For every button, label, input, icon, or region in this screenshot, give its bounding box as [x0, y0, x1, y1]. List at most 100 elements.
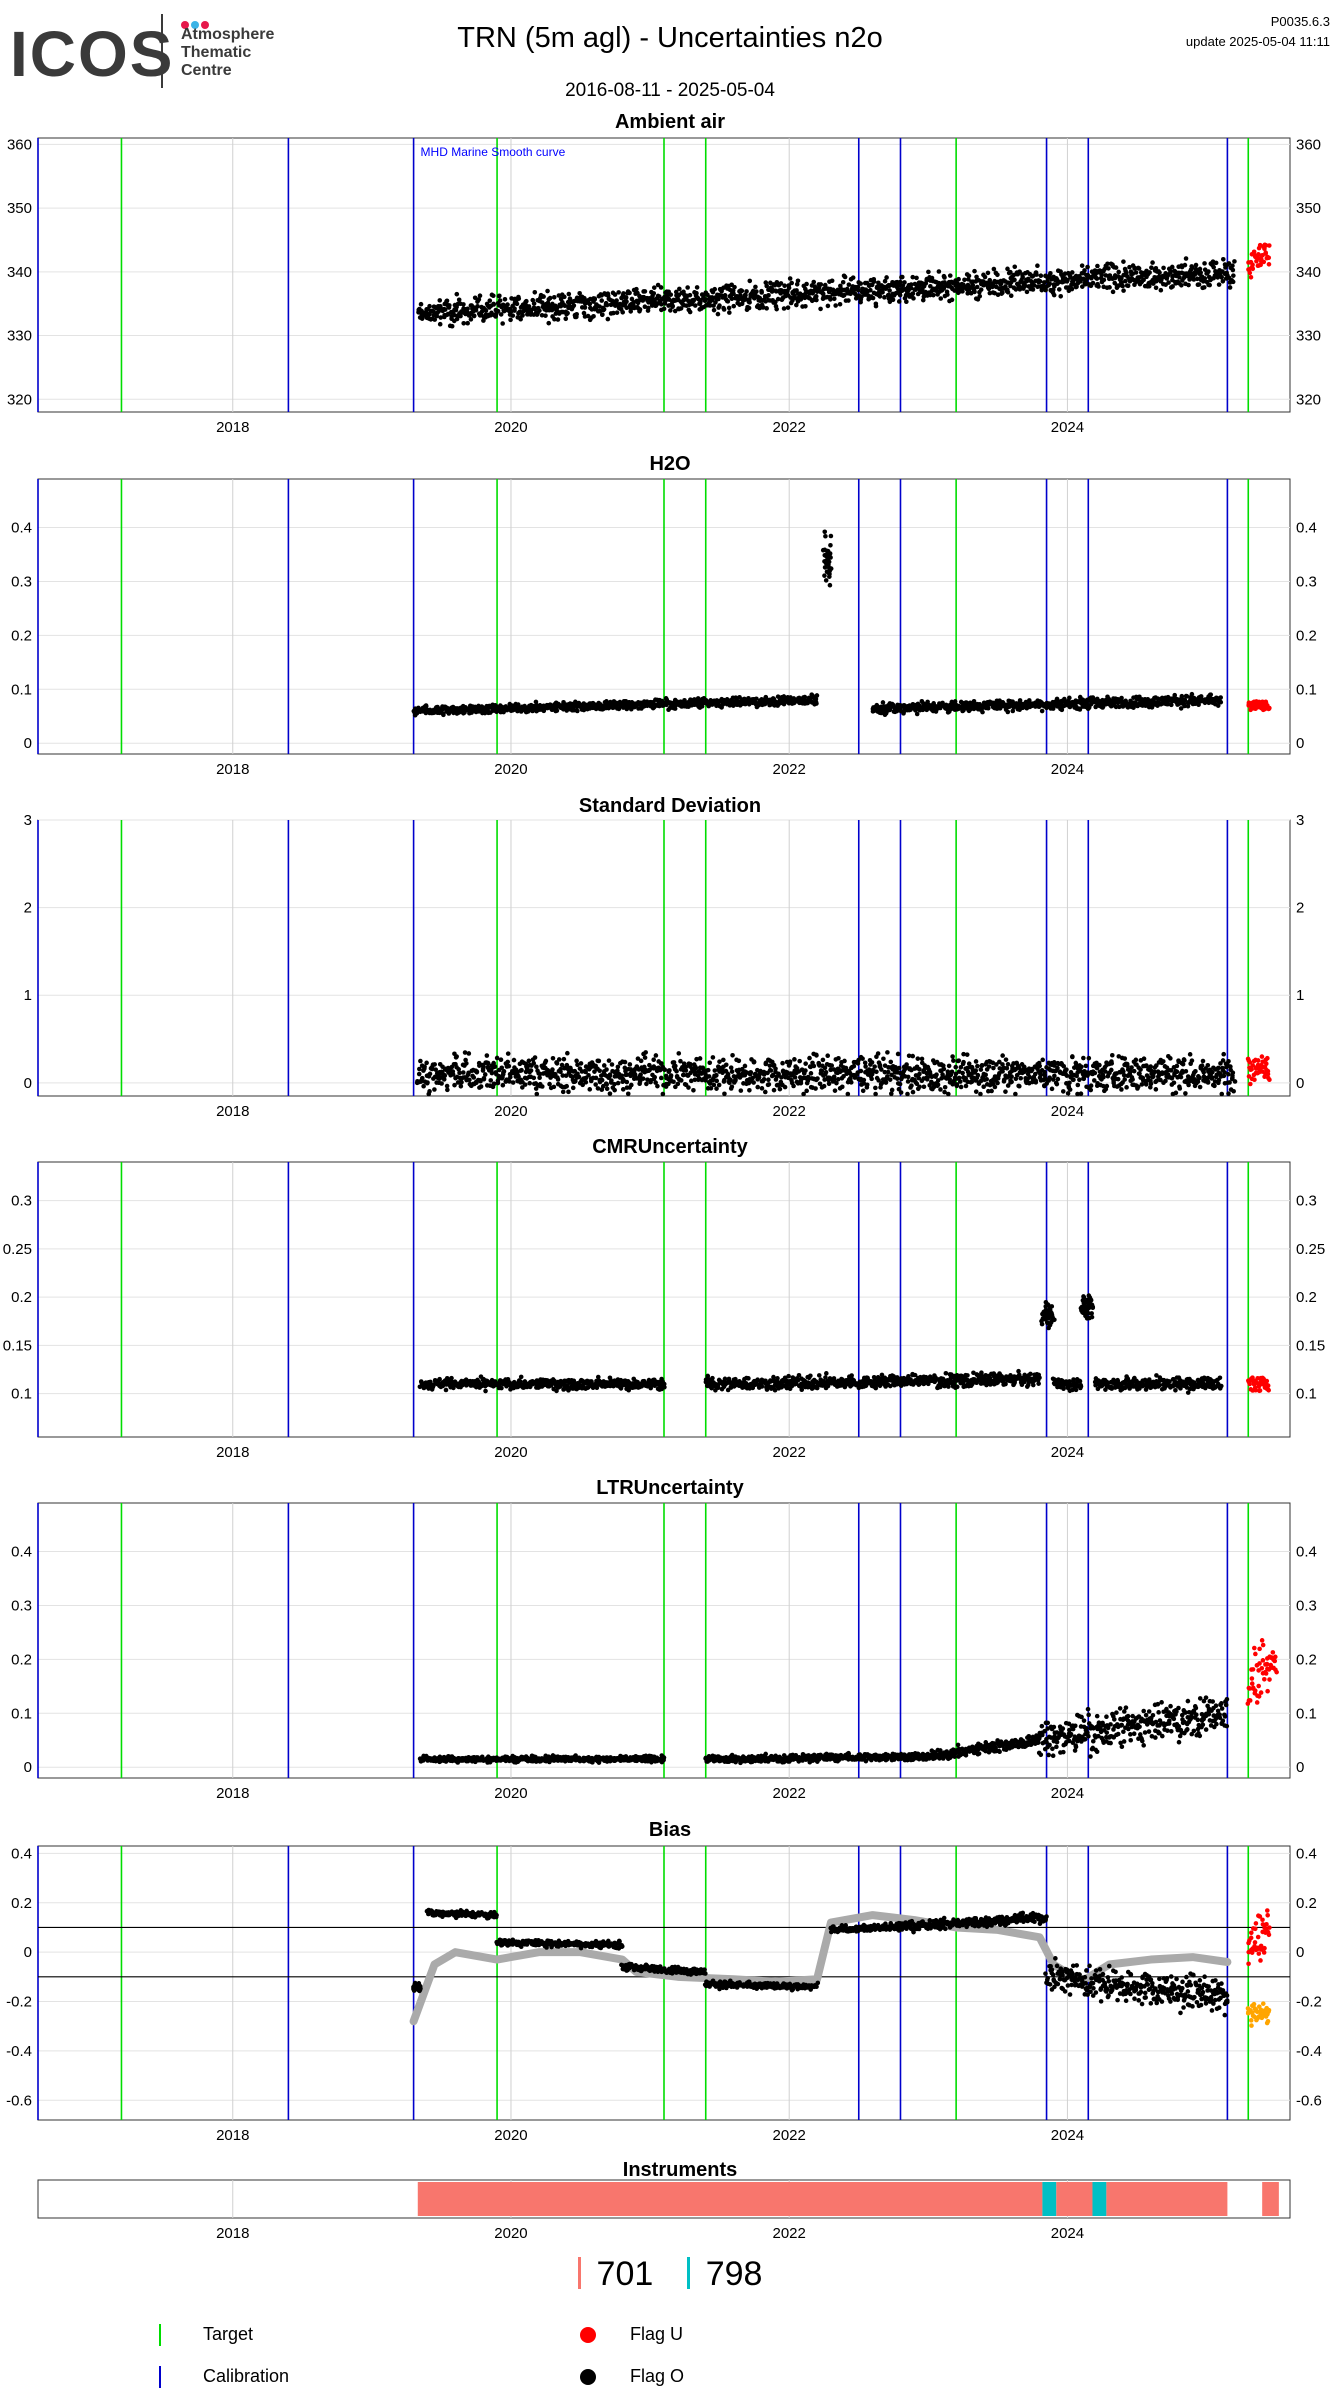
data-point [461, 302, 466, 307]
data-point [614, 310, 620, 315]
data-point [497, 298, 503, 303]
data-point [813, 1086, 818, 1091]
data-point [822, 573, 827, 578]
data-point [953, 1064, 959, 1070]
data-point [789, 280, 795, 286]
data-point [759, 288, 764, 294]
data-point [1211, 264, 1216, 270]
data-point [914, 275, 919, 281]
data-point [442, 1073, 448, 1078]
data-point [1116, 283, 1122, 288]
data-point [1018, 1075, 1024, 1081]
data-point [566, 291, 572, 297]
data-point [880, 700, 886, 705]
data-point [921, 1084, 927, 1090]
data-point [898, 1090, 904, 1095]
data-point [1163, 1078, 1168, 1084]
data-point [884, 275, 889, 280]
data-point [1119, 1087, 1124, 1092]
x-tick-label: 2024 [1051, 1103, 1084, 1120]
annotation-label: MHD Marine Smooth curve [421, 145, 566, 159]
data-point [1074, 284, 1079, 290]
data-point [637, 307, 643, 312]
data-point [1069, 286, 1075, 292]
data-point [915, 1056, 921, 1061]
data-point [591, 313, 596, 319]
data-point [615, 1080, 621, 1086]
data-point [874, 702, 880, 708]
data-point [845, 1091, 851, 1097]
data-point [1178, 1074, 1184, 1080]
data-point [763, 1061, 769, 1067]
data-point [807, 1055, 812, 1061]
data-point [1085, 264, 1090, 270]
data-point [716, 296, 721, 302]
data-point [1070, 1054, 1075, 1059]
data-point [710, 1055, 716, 1060]
data-point [464, 1061, 469, 1066]
data-point [424, 1080, 430, 1086]
data-point [555, 1077, 561, 1082]
data-point [1218, 695, 1223, 700]
data-point [427, 1089, 432, 1094]
data-point [659, 301, 664, 307]
data-point [1186, 282, 1191, 288]
data-point [995, 292, 1001, 298]
data-point [500, 1082, 506, 1088]
data-point [803, 303, 808, 309]
y-tick-label: 0.1 [1296, 681, 1317, 698]
y-tick-label: 320 [1296, 391, 1321, 408]
data-point [1226, 1071, 1231, 1077]
panel-title: CMRUncertainty [592, 1136, 748, 1158]
data-point [620, 309, 626, 315]
data-point [528, 1068, 534, 1073]
data-point [570, 1085, 576, 1091]
data-point [1247, 270, 1253, 276]
data-point [895, 1051, 901, 1057]
data-point [942, 1084, 948, 1090]
data-point [860, 1088, 866, 1094]
data-point [882, 295, 887, 300]
data-point [1193, 1068, 1198, 1074]
data-point [593, 1082, 598, 1087]
data-point [992, 1084, 998, 1090]
data-point [1161, 1059, 1166, 1064]
panel-title: H2O [649, 453, 690, 475]
data-point [604, 1086, 610, 1092]
data-point [500, 321, 505, 326]
data-point [873, 301, 879, 307]
y-tick-label: 2 [1296, 900, 1304, 917]
data-point [1190, 265, 1195, 271]
data-point [1166, 280, 1171, 285]
data-point [995, 272, 1000, 278]
y-tick-label: 0 [1296, 735, 1304, 752]
data-point [795, 278, 801, 284]
y-tick-label: 320 [7, 391, 32, 408]
data-point [1051, 292, 1057, 298]
data-point [984, 1077, 989, 1082]
data-point [1197, 1084, 1203, 1090]
data-point [583, 1079, 589, 1085]
data-point [1079, 1064, 1084, 1070]
data-point [473, 307, 479, 313]
data-point [956, 1058, 962, 1063]
data-point [803, 286, 808, 292]
data-point [706, 1074, 712, 1079]
data-point [947, 273, 953, 278]
data-point [960, 289, 965, 294]
y-tick-label: 0.4 [11, 520, 32, 537]
data-point [1201, 285, 1207, 290]
data-point [860, 1056, 865, 1061]
data-point [1038, 1072, 1044, 1078]
data-point [592, 296, 598, 302]
data-point [1226, 1091, 1231, 1096]
y-tick-label: 1 [24, 987, 32, 1004]
data-point [1212, 1083, 1217, 1089]
x-tick-label: 2018 [216, 761, 249, 778]
data-point [920, 297, 926, 303]
data-point [449, 1375, 454, 1381]
data-point [910, 1089, 916, 1095]
data-point [1130, 1077, 1135, 1082]
data-point [864, 1082, 870, 1088]
